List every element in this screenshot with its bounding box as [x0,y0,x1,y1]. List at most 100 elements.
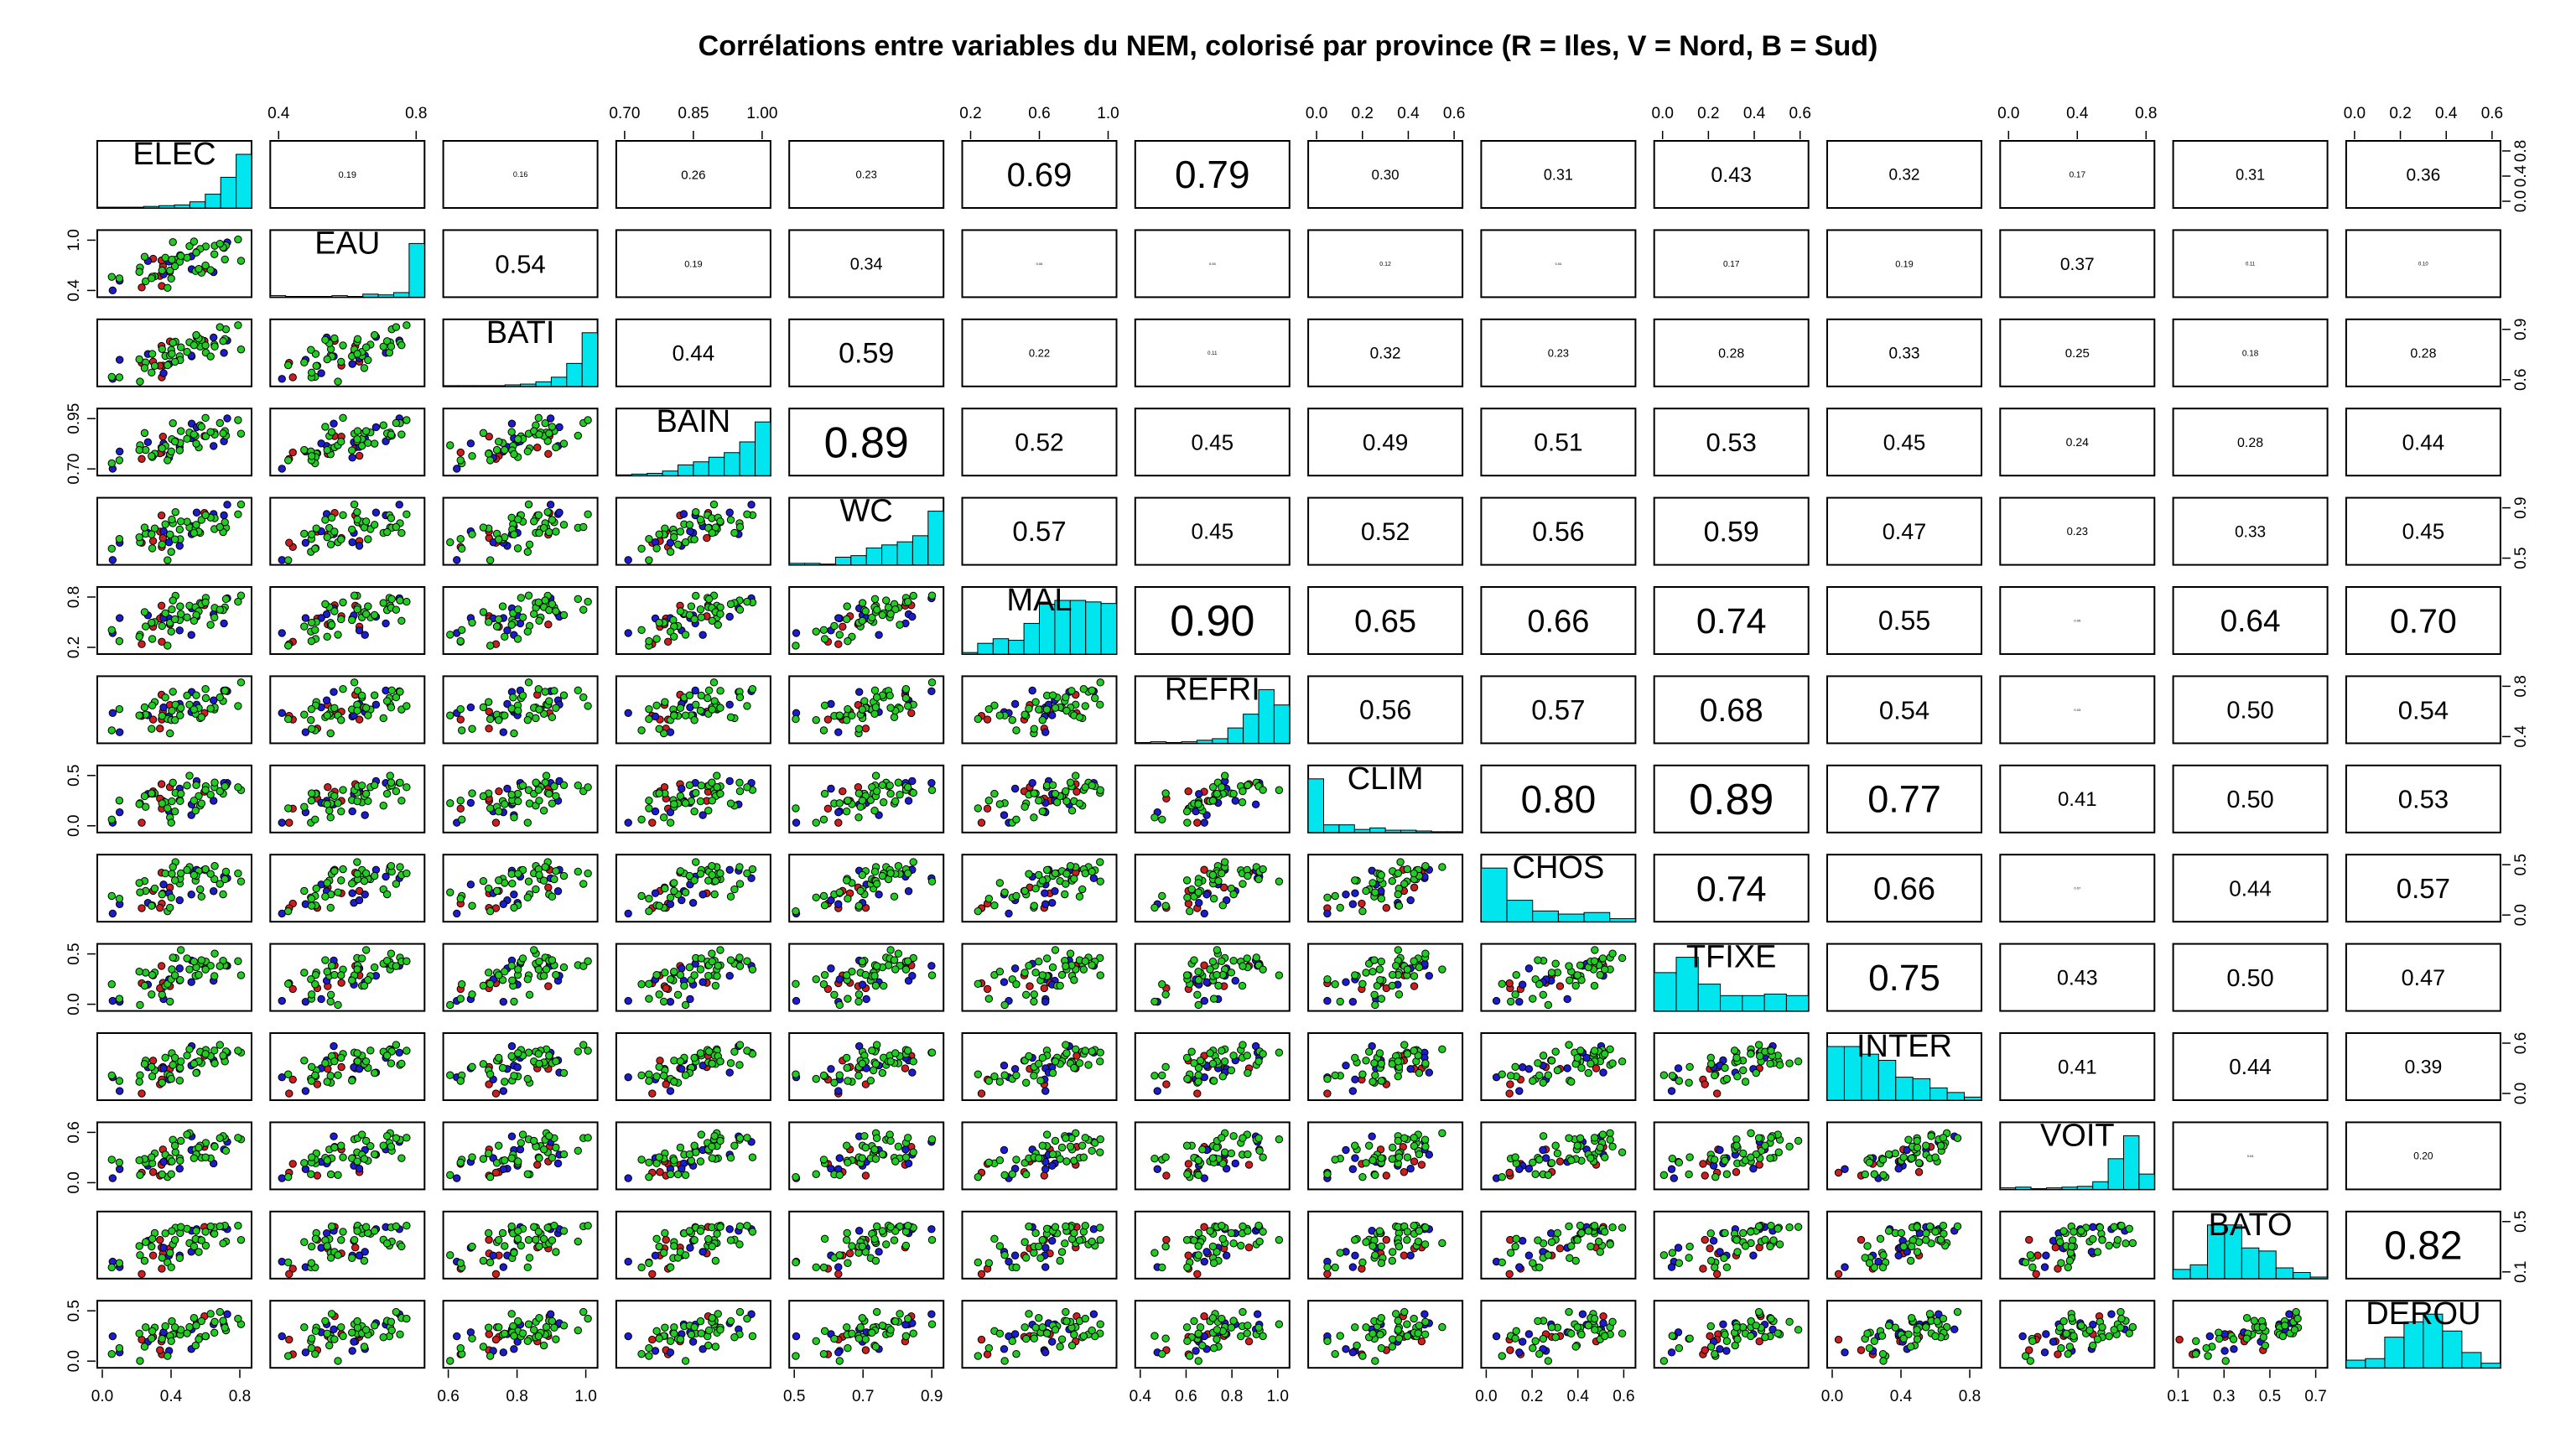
data-point [486,804,495,813]
data-point [330,607,339,615]
data-point [891,797,900,806]
data-point [819,1263,828,1272]
data-point [167,1074,175,1083]
data-point [1674,1244,1683,1252]
data-point [812,1074,820,1083]
histogram-bar [1181,741,1197,744]
data-point [510,729,518,738]
data-point [395,501,403,509]
data-point [523,627,532,636]
data-point [456,704,465,714]
data-point [725,1068,734,1077]
data-point [1348,900,1358,908]
data-point [1012,891,1021,901]
data-point [192,781,200,790]
data-point [1096,678,1104,687]
data-point [285,1270,293,1279]
data-point [523,1170,532,1178]
data-point [357,1130,366,1139]
panel-bati-inter [1826,318,1982,387]
data-point [696,706,705,715]
data-point [1323,1170,1332,1178]
data-point [353,965,361,974]
data-point [708,1142,716,1151]
data-point [159,369,168,377]
data-point [108,709,117,717]
data-point [708,862,716,870]
data-point [1096,1048,1104,1057]
data-point [216,1134,224,1142]
data-point [546,414,555,423]
panel-refri-clim [1307,675,1464,745]
data-point [1081,957,1089,965]
data-point [871,771,880,780]
data-point [353,870,361,878]
data-point [1608,949,1617,958]
data-point [820,970,829,979]
data-point [135,267,143,276]
data-point [1182,971,1192,979]
data-point [1733,1072,1742,1081]
data-point [904,797,913,805]
data-point [361,811,369,819]
data-point [730,1047,739,1056]
data-point [574,431,582,440]
data-point [501,632,509,641]
data-point [1041,1165,1050,1173]
data-point [370,521,379,529]
data-point [1066,949,1075,958]
correlation-value: 0.45 [1191,429,1233,454]
data-point [539,1145,548,1154]
data-point [136,1251,144,1259]
correlation-value: 0.33 [1889,345,1920,362]
data-point [158,799,166,808]
data-point [1857,1235,1866,1244]
data-point [726,799,735,808]
data-point [397,1242,406,1251]
data-point [842,1141,851,1150]
data-point [1879,1171,1888,1179]
data-point [1096,877,1104,886]
data-point [397,340,406,350]
data-point [183,434,191,444]
data-point [234,597,242,606]
data-point [158,637,166,647]
data-point [1936,1141,1945,1150]
data-point [637,626,646,634]
data-point [311,626,319,634]
correlation-value: 0.28 [1718,346,1744,361]
data-point [1752,1068,1760,1078]
data-point [1213,789,1222,798]
data-point [348,1254,356,1262]
data-point [446,1171,454,1179]
data-point [1539,1145,1547,1155]
data-point [1184,787,1192,796]
data-point [514,515,522,524]
data-point [201,1153,210,1161]
data-point [886,1057,895,1066]
data-point [1721,1228,1729,1238]
data-point [703,533,711,543]
data-point [834,728,843,736]
data-point [491,818,501,827]
histogram-bar [1446,831,1463,834]
data-point [485,432,493,441]
data-point [1088,1237,1096,1246]
data-point [1712,1089,1722,1098]
data-point [1070,976,1078,984]
data-point [1567,1156,1576,1165]
data-point [1375,965,1384,974]
data-point [1571,981,1580,990]
histogram-bar [1826,1046,1845,1101]
data-point [844,704,852,714]
data-point [1239,1222,1247,1231]
data-point [1553,1228,1562,1238]
data-point [870,867,880,876]
data-point [1182,1236,1192,1244]
data-point [552,443,560,452]
data-point [161,253,169,262]
data-point [1342,1145,1350,1155]
panel-elec-bati [442,140,599,209]
data-point [348,615,356,625]
data-point [140,1060,149,1068]
